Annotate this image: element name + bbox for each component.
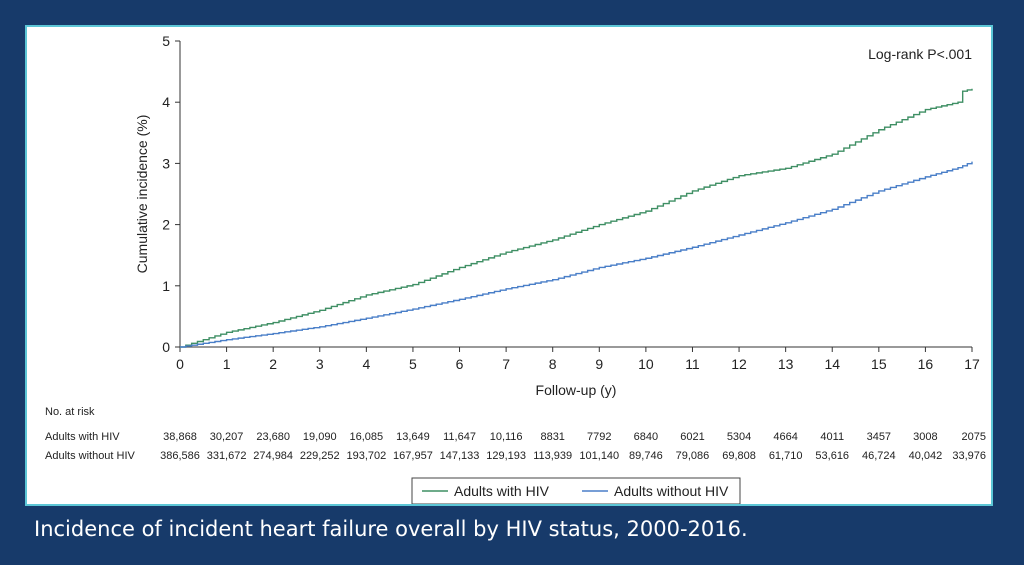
series-line-without-hiv [180, 161, 973, 348]
risk-table-row-label: Adults with HIV [45, 431, 120, 443]
risk-table-cell: 6021 [680, 431, 704, 443]
legend-label: Adults without HIV [614, 483, 729, 499]
risk-table-cell: 69,808 [722, 450, 756, 462]
risk-table-cell: 193,702 [346, 450, 386, 462]
x-tick-label: 13 [778, 356, 794, 372]
risk-table-cell: 13,649 [396, 431, 430, 443]
risk-table-cell: 386,586 [160, 450, 200, 462]
risk-table-cell: 2075 [962, 431, 986, 443]
x-tick-label: 11 [685, 356, 700, 372]
log-rank-annotation: Log-rank P<.001 [868, 46, 972, 62]
chart-panel: 0 1 2 3 4 5 6 7 8 9 10 11 12 13 14 15 16 17 0 1 2 3 4 5 Follow-u… [25, 25, 993, 506]
risk-table-cell: 23,680 [256, 431, 290, 443]
risk-table-cell: 79,086 [676, 450, 710, 462]
legend-label: Adults with HIV [454, 483, 550, 499]
risk-table-cell: 16,085 [350, 431, 384, 443]
risk-table-cell: 61,710 [769, 450, 803, 462]
risk-table-cell: 113,939 [533, 450, 572, 462]
x-tick-label: 12 [731, 356, 747, 372]
y-tick-label: 3 [162, 155, 170, 171]
risk-table-cell: 19,090 [303, 431, 337, 443]
risk-table-cell: 53,616 [815, 450, 849, 462]
figure-caption: Incidence of incident heart failure over… [34, 517, 748, 541]
risk-table-cell: 6840 [634, 431, 658, 443]
risk-table-cell: 89,746 [629, 450, 663, 462]
y-tick-label: 2 [162, 217, 170, 233]
x-tick-label: 5 [409, 356, 417, 372]
risk-table-cell: 7792 [587, 431, 611, 443]
x-tick-label: 6 [456, 356, 464, 372]
cumulative-incidence-chart: 0 1 2 3 4 5 6 7 8 9 10 11 12 13 14 15 16 17012345Follow-u… [45, 33, 986, 504]
legend-box [411, 477, 741, 504]
y-axis-label: Cumulative incidence (%) [134, 115, 150, 274]
risk-table-cell: 3008 [913, 431, 937, 443]
x-tick-label: 8 [549, 356, 557, 372]
y-tick-label: 5 [162, 33, 170, 49]
risk-table-cell: 101,140 [579, 450, 619, 462]
x-tick-label: 17 [964, 356, 980, 372]
risk-table-cell: 331,672 [207, 450, 247, 462]
risk-table-cell: 274,984 [253, 450, 293, 462]
risk-table-cell: 46,724 [862, 450, 896, 462]
risk-table-cell: 8831 [540, 431, 564, 443]
risk-table-cell: 4011 [820, 431, 844, 443]
risk-table-cell: 4664 [773, 431, 797, 443]
x-tick-label: 0 [176, 356, 184, 372]
x-tick-label: 2 [269, 356, 277, 372]
risk-table-row-label: Adults without HIV [45, 450, 136, 462]
risk-table-cell: 5304 [727, 431, 751, 443]
y-tick-label: 0 [162, 339, 170, 355]
risk-table-cell: 10,116 [490, 431, 523, 443]
y-tick-label: 1 [162, 278, 170, 294]
risk-table-cell: 11,647 [443, 431, 476, 443]
risk-table-cell: 3457 [867, 431, 891, 443]
x-tick-label: 9 [595, 356, 603, 372]
x-tick-label: 7 [502, 356, 510, 372]
y-tick-label: 4 [162, 94, 170, 110]
risk-table-cell: 147,133 [440, 450, 480, 462]
risk-table-cell: 40,042 [909, 450, 943, 462]
x-tick-label: 16 [918, 356, 934, 372]
risk-table-cell: 30,207 [210, 431, 244, 443]
x-tick-label: 4 [362, 356, 370, 372]
x-tick-label: 15 [871, 356, 887, 372]
risk-table-cell: 33,976 [952, 450, 986, 462]
x-tick-label: 3 [316, 356, 324, 372]
x-tick-label: 10 [638, 356, 654, 372]
risk-table-cell: 38,868 [163, 431, 197, 443]
x-tick-label: 14 [824, 356, 840, 372]
x-tick-label: 1 [223, 356, 231, 372]
risk-table-cell: 167,957 [393, 450, 433, 462]
x-axis-label: Follow-up (y) [536, 382, 617, 398]
risk-table-cell: 129,193 [486, 450, 526, 462]
series-line-with-hiv [180, 88, 973, 348]
risk-table-title: No. at risk [45, 406, 95, 418]
risk-table-cell: 229,252 [300, 450, 340, 462]
